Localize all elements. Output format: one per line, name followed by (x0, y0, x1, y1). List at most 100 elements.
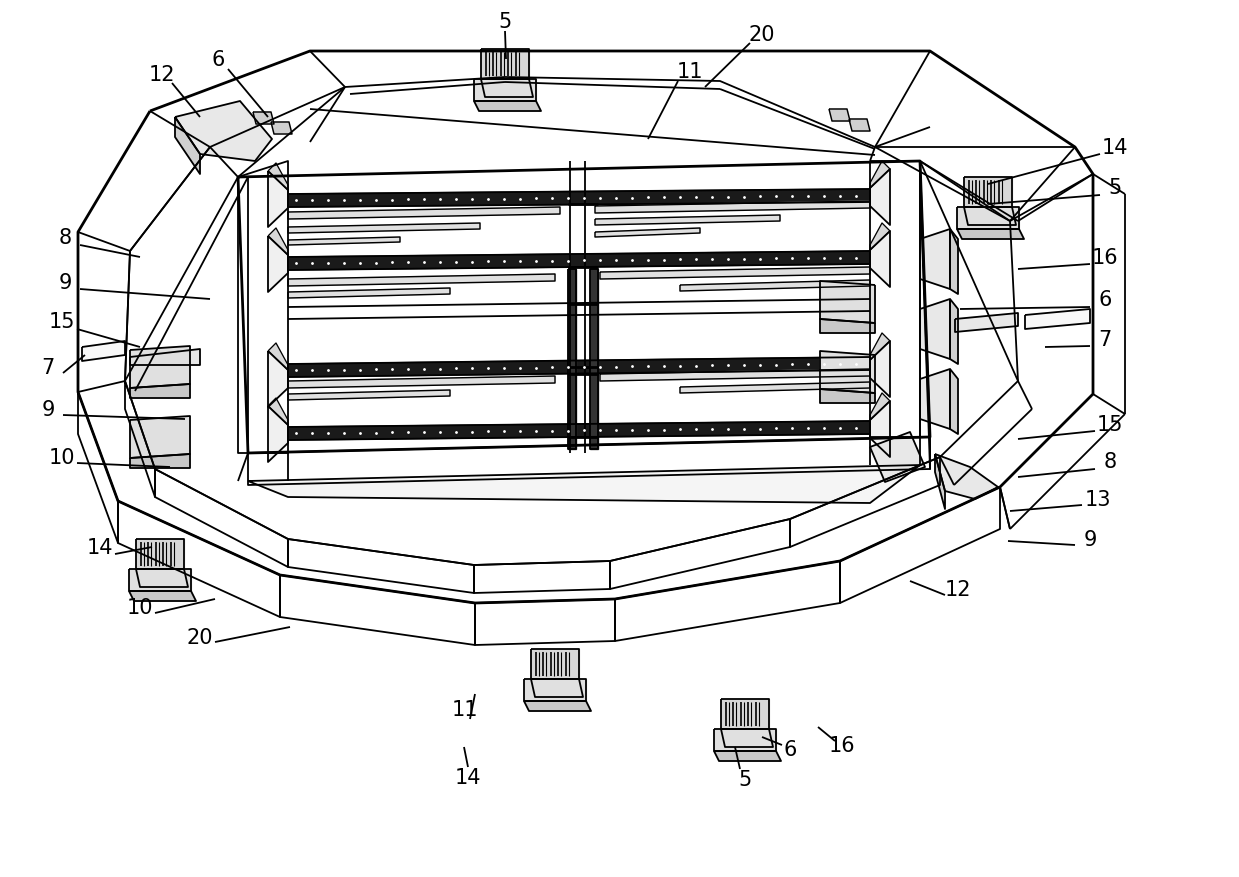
Polygon shape (820, 389, 875, 403)
Text: 16: 16 (829, 735, 855, 755)
Polygon shape (870, 333, 890, 360)
Polygon shape (130, 346, 190, 389)
Polygon shape (129, 591, 196, 602)
Polygon shape (524, 679, 586, 702)
Polygon shape (253, 113, 274, 125)
Polygon shape (130, 417, 190, 459)
Polygon shape (921, 300, 950, 360)
Polygon shape (595, 216, 781, 225)
Polygon shape (870, 394, 890, 420)
Text: 15: 15 (48, 311, 76, 332)
Text: 5: 5 (1109, 178, 1121, 198)
Text: 16: 16 (1092, 247, 1119, 267)
Polygon shape (287, 208, 560, 220)
Polygon shape (268, 172, 287, 228)
Polygon shape (957, 230, 1023, 239)
Polygon shape (870, 342, 890, 397)
Text: 6: 6 (783, 739, 797, 759)
Text: 20: 20 (187, 627, 213, 647)
Polygon shape (481, 50, 529, 80)
Text: 12: 12 (149, 65, 175, 85)
Polygon shape (130, 384, 190, 398)
Text: 12: 12 (945, 580, 971, 599)
Polygon shape (820, 319, 875, 333)
Text: 6: 6 (1098, 289, 1111, 310)
Polygon shape (680, 281, 870, 292)
Polygon shape (82, 342, 125, 361)
Text: 9: 9 (1083, 530, 1097, 549)
Polygon shape (820, 282, 875, 324)
Polygon shape (921, 369, 950, 430)
Polygon shape (287, 189, 870, 208)
Polygon shape (287, 376, 555, 389)
Text: 13: 13 (1085, 489, 1111, 510)
Polygon shape (955, 314, 1018, 332)
Polygon shape (287, 289, 450, 299)
Polygon shape (595, 229, 700, 238)
Polygon shape (721, 729, 773, 747)
Polygon shape (950, 300, 958, 365)
Polygon shape (595, 202, 870, 214)
Polygon shape (268, 237, 287, 293)
Polygon shape (870, 432, 926, 482)
Polygon shape (287, 358, 870, 378)
Polygon shape (130, 350, 199, 366)
Polygon shape (950, 369, 958, 434)
Polygon shape (950, 230, 958, 295)
Polygon shape (721, 699, 769, 729)
Polygon shape (248, 466, 921, 503)
Text: 14: 14 (87, 538, 113, 558)
Polygon shape (870, 170, 890, 225)
Polygon shape (271, 123, 292, 135)
Polygon shape (870, 232, 890, 288)
Polygon shape (590, 270, 598, 450)
Text: 10: 10 (126, 597, 154, 617)
Polygon shape (870, 224, 890, 251)
Polygon shape (532, 649, 579, 679)
Polygon shape (130, 454, 190, 468)
Polygon shape (600, 267, 870, 280)
Text: 15: 15 (1097, 415, 1124, 434)
Polygon shape (287, 390, 450, 401)
Text: 8: 8 (58, 228, 72, 247)
Polygon shape (870, 162, 890, 189)
Polygon shape (287, 238, 400, 246)
Text: 5: 5 (498, 12, 512, 32)
Text: 9: 9 (58, 273, 72, 293)
Polygon shape (287, 422, 870, 440)
Polygon shape (268, 344, 287, 371)
Text: 11: 11 (676, 62, 704, 82)
Polygon shape (714, 729, 776, 751)
Polygon shape (475, 80, 536, 102)
Polygon shape (1025, 310, 1090, 330)
Polygon shape (268, 398, 287, 425)
Polygon shape (870, 402, 890, 458)
Text: 9: 9 (41, 400, 55, 419)
Text: 14: 14 (1101, 138, 1129, 158)
Text: 20: 20 (748, 25, 776, 45)
Polygon shape (287, 275, 555, 287)
Polygon shape (136, 569, 188, 588)
Text: 5: 5 (738, 769, 752, 789)
Polygon shape (849, 120, 870, 132)
Polygon shape (921, 230, 950, 289)
Polygon shape (481, 80, 533, 98)
Polygon shape (820, 352, 875, 394)
Polygon shape (567, 270, 576, 450)
Polygon shape (268, 352, 287, 408)
Polygon shape (600, 369, 870, 381)
Polygon shape (287, 224, 479, 234)
Polygon shape (964, 178, 1012, 208)
Polygon shape (175, 118, 199, 175)
Polygon shape (935, 454, 997, 499)
Text: 7: 7 (41, 358, 55, 378)
Polygon shape (524, 702, 591, 711)
Polygon shape (714, 751, 781, 761)
Text: 11: 11 (452, 699, 478, 719)
Polygon shape (829, 110, 850, 122)
Polygon shape (935, 454, 945, 510)
Polygon shape (532, 679, 584, 697)
Polygon shape (268, 407, 287, 462)
Text: 10: 10 (48, 447, 76, 467)
Polygon shape (957, 208, 1018, 230)
